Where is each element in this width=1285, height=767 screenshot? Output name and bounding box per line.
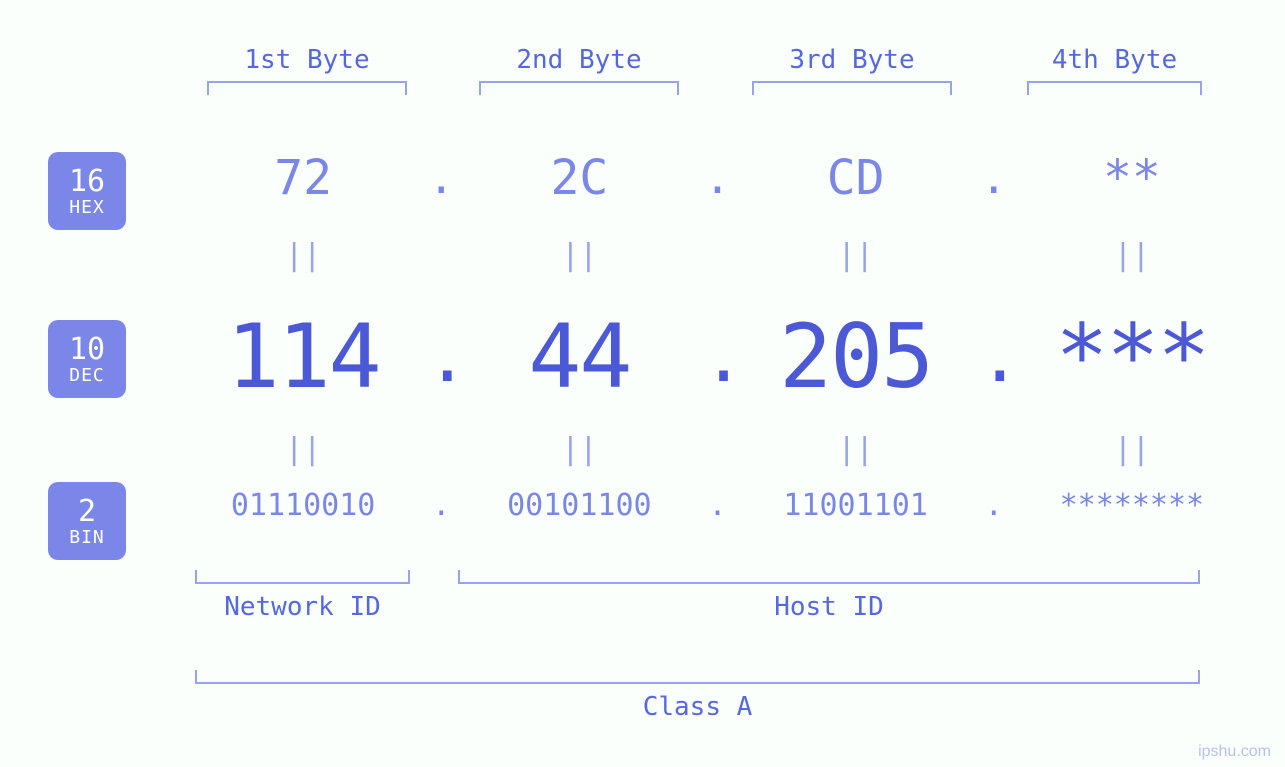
- bracket-top-2: [479, 81, 679, 95]
- equals-row-1: || . || . || . ||: [180, 238, 1255, 273]
- equals-icon: ||: [180, 432, 426, 467]
- byte-label-2: 2nd Byte: [516, 45, 641, 75]
- dec-b2: 44: [456, 305, 702, 408]
- byte-label-1: 1st Byte: [244, 45, 369, 75]
- dec-b3: 205: [733, 305, 979, 408]
- hex-b3: CD: [733, 150, 979, 206]
- equals-icon: ||: [1009, 238, 1255, 273]
- sep-dot: .: [979, 153, 1009, 204]
- bin-b4: ********: [1009, 488, 1255, 523]
- equals-icon: ||: [180, 238, 426, 273]
- sep-dot: .: [703, 153, 733, 204]
- bracket-network-id: Network ID: [195, 570, 410, 622]
- bracket-top-3: [752, 81, 952, 95]
- bracket-class: Class A: [195, 670, 1200, 722]
- dec-b1: 114: [180, 305, 426, 408]
- watermark: ipshu.com: [1198, 743, 1271, 761]
- badge-bin-num: 2: [78, 495, 96, 528]
- equals-icon: ||: [733, 238, 979, 273]
- bracket-bottom-hostid: [458, 570, 1200, 584]
- sep-dot: .: [703, 488, 733, 523]
- host-id-label: Host ID: [774, 592, 884, 622]
- equals-icon: ||: [456, 432, 702, 467]
- byte-header-2: 2nd Byte: [479, 45, 679, 100]
- byte-header-1: 1st Byte: [207, 45, 407, 100]
- badge-hex-num: 16: [69, 165, 105, 198]
- byte-header-4: 4th Byte: [1027, 45, 1202, 100]
- bracket-bottom-class: [195, 670, 1200, 684]
- row-dec: 114 . 44 . 205 . ***: [180, 305, 1255, 408]
- sep-dot: .: [979, 316, 1009, 398]
- bracket-bottom-netid: [195, 570, 410, 584]
- sep-dot: .: [979, 488, 1009, 523]
- class-label: Class A: [643, 692, 753, 722]
- byte-label-3: 3rd Byte: [789, 45, 914, 75]
- sep-dot: .: [703, 316, 733, 398]
- byte-label-4: 4th Byte: [1052, 45, 1177, 75]
- bin-b1: 01110010: [180, 488, 426, 523]
- badge-bin-txt: BIN: [69, 528, 105, 548]
- badge-hex: 16 HEX: [48, 152, 126, 230]
- badge-bin: 2 BIN: [48, 482, 126, 560]
- badge-dec: 10 DEC: [48, 320, 126, 398]
- sep-dot: .: [426, 153, 456, 204]
- hex-b1: 72: [180, 150, 426, 206]
- byte-header-3: 3rd Byte: [752, 45, 952, 100]
- badge-dec-txt: DEC: [69, 366, 105, 386]
- bracket-top-4: [1027, 81, 1202, 95]
- equals-row-2: || . || . || . ||: [180, 432, 1255, 467]
- network-id-label: Network ID: [224, 592, 381, 622]
- badge-hex-txt: HEX: [69, 198, 105, 218]
- equals-icon: ||: [456, 238, 702, 273]
- hex-b4: **: [1009, 150, 1255, 206]
- badge-dec-num: 10: [69, 333, 105, 366]
- bin-b2: 00101100: [456, 488, 702, 523]
- bin-b3: 11001101: [733, 488, 979, 523]
- equals-icon: ||: [1009, 432, 1255, 467]
- dec-b4: ***: [1009, 305, 1255, 408]
- sep-dot: .: [426, 316, 456, 398]
- sep-dot: .: [426, 488, 456, 523]
- bracket-host-id: Host ID: [458, 570, 1200, 622]
- equals-icon: ||: [733, 432, 979, 467]
- hex-b2: 2C: [456, 150, 702, 206]
- row-bin: 01110010 . 00101100 . 11001101 . *******…: [180, 488, 1255, 523]
- bracket-top-1: [207, 81, 407, 95]
- row-hex: 72 . 2C . CD . **: [180, 150, 1255, 206]
